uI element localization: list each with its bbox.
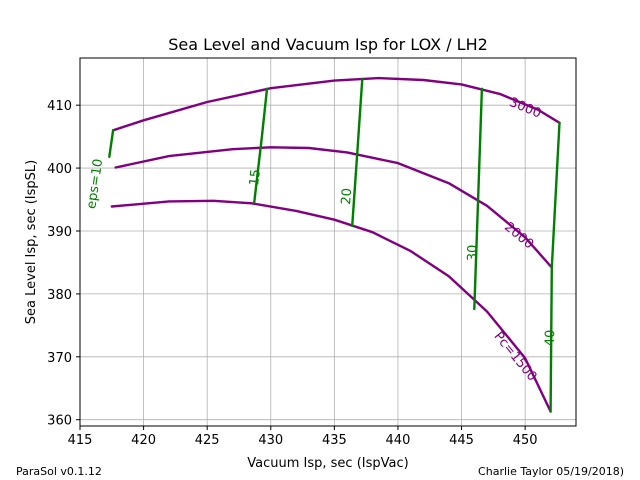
footer-version: ParaSol v0.1.12 <box>16 465 102 478</box>
x-tick-label: 450 <box>513 433 538 448</box>
plot-frame <box>79 57 577 427</box>
pc-line-3000 <box>111 76 561 132</box>
x-tick-label: 430 <box>258 433 283 448</box>
y-tick-label: 370 <box>47 351 72 366</box>
chart-title: Sea Level and Vacuum Isp for LOX / LH2 <box>168 35 488 54</box>
eps-label-15: 15 <box>247 168 264 186</box>
eps-line-30 <box>473 87 484 311</box>
y-tick-label: 390 <box>47 225 72 240</box>
x-tick-label: 445 <box>449 433 474 448</box>
x-tick-label: 415 <box>68 433 93 448</box>
eps-label-20: 20 <box>339 188 355 206</box>
y-tick-label: 360 <box>47 414 72 429</box>
pc-line-2000 <box>114 146 553 269</box>
eps-label-30: 30 <box>465 244 481 261</box>
footer-author: Charlie Taylor 05/19/2018) <box>478 465 624 478</box>
y-tick-label: 400 <box>47 162 72 177</box>
x-tick-label: 435 <box>322 433 347 448</box>
x-tick-label: 420 <box>131 433 156 448</box>
y-axis-label: Sea Level Isp, sec (IspSL) <box>24 160 39 324</box>
eps-label-40: 40 <box>543 330 558 347</box>
x-axis-label: Vacuum Isp, sec (IspVac) <box>247 456 408 471</box>
y-tick-label: 380 <box>47 288 72 303</box>
eps-label-eps=10: eps=10 <box>84 158 106 210</box>
x-tick-label: 425 <box>195 433 220 448</box>
x-tick-label: 440 <box>386 433 411 448</box>
eps-line-20 <box>351 77 364 228</box>
plot-area: 415 420 425 430 435 440 445 450 360 370 380 390 400 4… <box>47 57 577 448</box>
pc-line-1500 <box>110 199 552 413</box>
eps-line-eps=10 <box>108 129 115 158</box>
eps-line-15 <box>253 87 269 204</box>
y-tick-label: 410 <box>47 99 72 114</box>
eps-line-40 <box>549 121 561 413</box>
